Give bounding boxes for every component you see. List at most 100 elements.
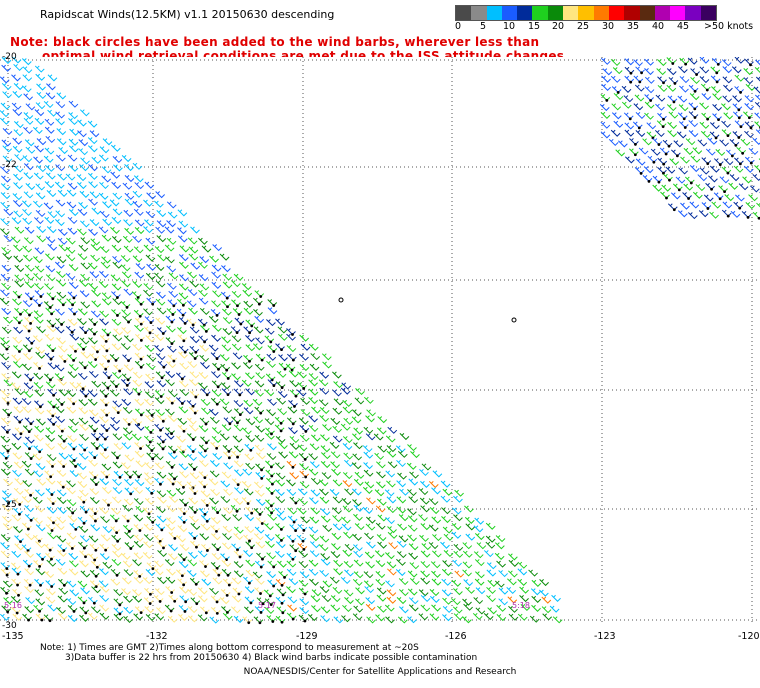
wind-barb [233, 615, 244, 623]
wind-barb [377, 541, 387, 549]
scale-label: 15 [528, 21, 541, 32]
wind-barb [333, 381, 343, 389]
wind-barb [122, 418, 133, 426]
wind-barb [12, 145, 23, 153]
wind-barb [688, 84, 699, 93]
wind-barb [34, 578, 44, 587]
wind-barb [24, 317, 34, 325]
wind-barb [24, 550, 34, 558]
wind-barb [44, 118, 55, 126]
wind-barb [721, 103, 731, 111]
wind-barb [179, 450, 189, 458]
wind-barb [197, 614, 208, 622]
wind-barb [398, 606, 409, 614]
wind-barb [644, 86, 655, 94]
wind-barb [78, 417, 89, 425]
wind-barb [80, 273, 90, 281]
wind-barb [13, 210, 24, 218]
wind-barb [244, 586, 255, 594]
wind-barb [441, 568, 452, 576]
wind-barb [35, 73, 46, 81]
wind-barb [122, 427, 133, 435]
wind-barb [255, 337, 265, 345]
wind-barb [656, 120, 667, 129]
wind-barb [344, 597, 354, 605]
wind-barb [88, 337, 98, 345]
wind-barb [517, 561, 528, 569]
wind-barb [375, 461, 386, 469]
wind-barb [187, 271, 197, 279]
wind-barb [245, 569, 256, 577]
wind-barb [179, 498, 189, 507]
wind-barb [277, 408, 288, 416]
wind-barb [121, 327, 131, 335]
wind-barb [45, 580, 56, 588]
wind-barb [277, 560, 287, 568]
wind-barb [56, 549, 67, 557]
wind-barb [153, 568, 164, 576]
wind-barb [232, 435, 243, 443]
wind-barb [110, 507, 121, 515]
wind-barb [275, 479, 286, 487]
wind-barb [244, 443, 255, 452]
wind-barb [2, 91, 12, 99]
wind-barb [485, 541, 496, 549]
wind-barb [320, 606, 331, 614]
wind-barb [353, 513, 363, 521]
wind-barb [177, 507, 188, 516]
wind-barb [734, 57, 745, 64]
wind-barb [320, 558, 331, 566]
wind-barb [703, 194, 714, 202]
wind-barb [58, 147, 68, 155]
wind-barb [599, 104, 610, 112]
wind-barb [124, 227, 134, 235]
wind-barb [376, 481, 386, 489]
wind-barb [231, 543, 241, 552]
wind-barb [275, 596, 286, 605]
wind-barb [143, 308, 153, 316]
wind-barb [98, 507, 109, 515]
wind-barb [45, 172, 56, 180]
wind-barb [376, 534, 387, 542]
wind-barb [46, 344, 57, 353]
wind-barb [396, 459, 406, 468]
wind-barb [45, 274, 56, 282]
wind-barb [102, 371, 113, 380]
wind-barb [353, 605, 364, 613]
wind-barb [255, 463, 265, 472]
wind-barb [342, 399, 353, 407]
wind-barb [68, 145, 79, 153]
wind-barb [144, 181, 155, 189]
wind-barb [473, 597, 484, 605]
wind-barb [69, 333, 80, 341]
wind-barb [494, 552, 505, 560]
wind-barb [487, 607, 497, 615]
wind-barb [442, 560, 452, 568]
wind-barb [353, 442, 363, 450]
wind-barb [754, 112, 760, 119]
wind-barb [88, 181, 98, 189]
wind-barb [697, 174, 708, 182]
wind-barb [98, 580, 109, 588]
wind-barb [177, 209, 188, 217]
wind-barb [231, 373, 241, 381]
wind-barb [175, 372, 186, 381]
wind-barb [132, 371, 143, 379]
wind-barb [245, 506, 256, 515]
wind-barb [165, 460, 176, 469]
wind-barb [244, 606, 254, 614]
wind-barb [352, 533, 362, 541]
wind-barb [299, 434, 310, 442]
wind-barb [99, 594, 109, 603]
wind-barb [134, 606, 145, 615]
wind-barb [101, 175, 112, 183]
wind-barb [165, 371, 176, 379]
wind-barb [244, 453, 255, 461]
wind-barb [22, 425, 33, 434]
wind-barb [99, 146, 110, 154]
wind-barb [286, 345, 297, 353]
wind-barb [65, 542, 76, 550]
wind-barb [155, 409, 165, 417]
wind-barb [0, 273, 11, 281]
wind-barb [166, 220, 176, 228]
